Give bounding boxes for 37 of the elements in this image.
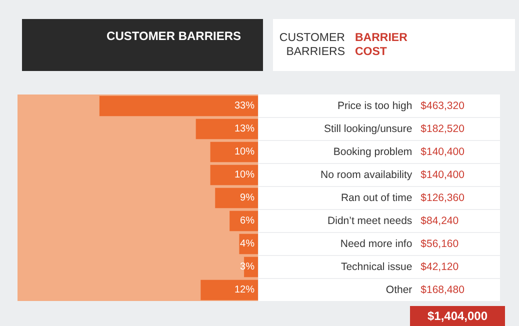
data-label: 12%	[234, 284, 255, 296]
bar	[99, 96, 258, 116]
data-label: 6%	[240, 216, 255, 226]
data-label: 4%	[240, 238, 255, 250]
text: $140,400	[420, 169, 465, 181]
y-tick-label: Technical issue	[340, 261, 412, 273]
y-tick-label: Need more info	[340, 238, 412, 250]
bar	[210, 142, 258, 162]
y-tick-label: Ran out of time	[340, 192, 412, 204]
y-tick-label: Price is too high	[337, 100, 412, 112]
bar	[215, 188, 258, 208]
data-label: 3%	[240, 262, 255, 272]
bar	[210, 164, 258, 186]
text: $1,404,000	[427, 308, 488, 325]
y-tick-label: Didn’t meet needs	[328, 215, 412, 227]
text: BARRIER COST	[355, 31, 408, 59]
y-tick-label: Other	[386, 284, 413, 296]
y-axis-title: CUSTOMER BARRIERS	[278, 31, 345, 59]
y-tick-label: Booking problem	[333, 146, 412, 158]
data-label: 9%	[240, 192, 255, 204]
text: $56,160	[420, 238, 459, 250]
text: $463,320	[420, 100, 465, 112]
data-label: 10%	[234, 170, 255, 180]
text: $168,480	[420, 284, 465, 296]
text: $182,520	[420, 123, 465, 135]
data-label: 13%	[234, 124, 255, 134]
text: $84,240	[420, 215, 459, 227]
text: $126,360	[420, 192, 465, 204]
data-label: 33%	[234, 100, 255, 112]
text: $42,120	[420, 261, 459, 273]
data-label: 10%	[234, 146, 255, 158]
y-tick-label: No room availability	[320, 169, 413, 181]
text: $140,400	[420, 146, 465, 158]
chart-title: CUSTOMER BARRIERS	[106, 28, 241, 45]
y-tick-label: Still looking/unsure	[324, 123, 412, 135]
bar	[196, 118, 258, 140]
bar	[200, 280, 258, 300]
